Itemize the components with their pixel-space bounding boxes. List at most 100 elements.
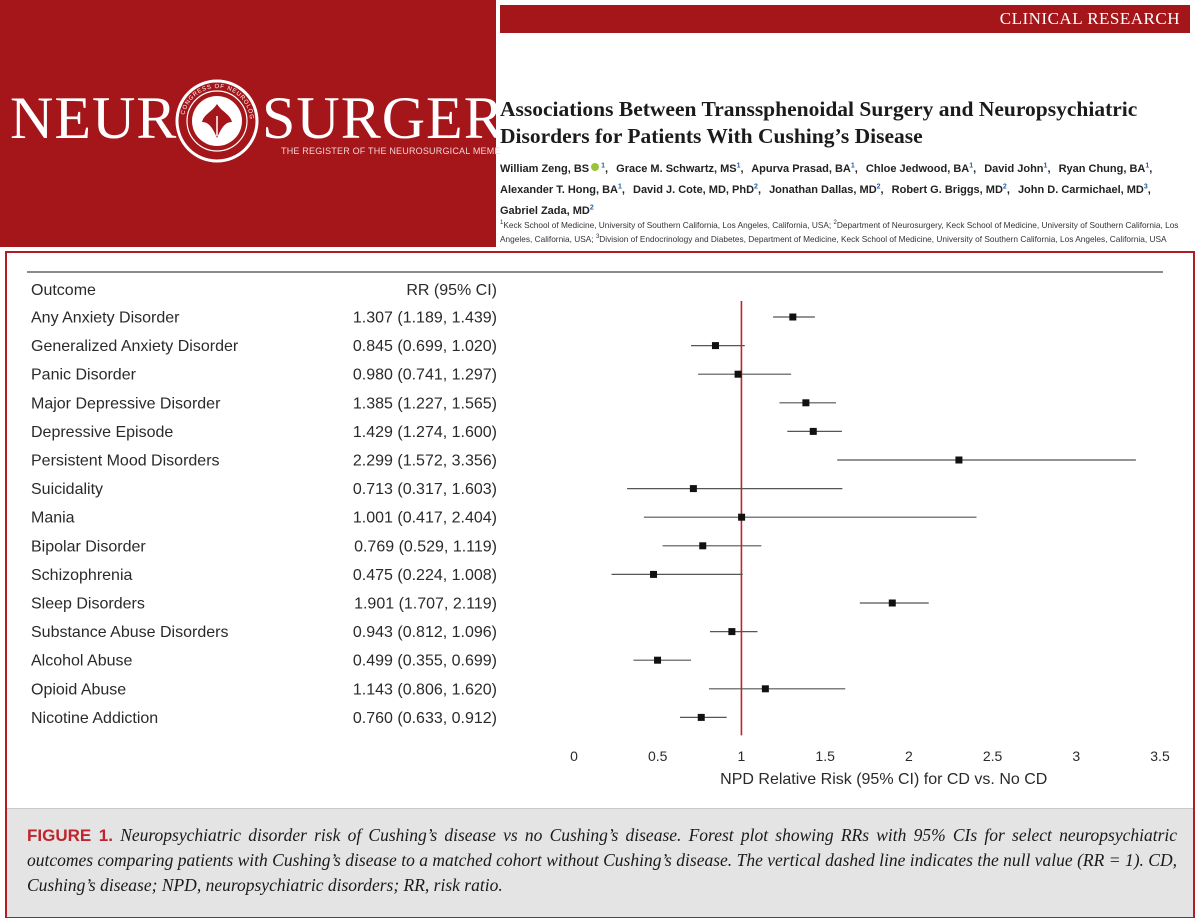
point-estimate-marker [689,485,697,493]
point-estimate-marker [955,456,963,464]
rr-value-label: 0.713 (0.317, 1.603) [353,481,497,498]
point-estimate-marker [697,713,705,721]
journal-banner: NEUR CONGRESS OF NEUROLOGICAL SURGEONS S… [0,0,545,247]
rr-value-label: 1.385 (1.227, 1.565) [353,395,497,412]
outcome-label: Panic Disorder [31,367,137,384]
outcome-label: Bipolar Disorder [31,538,146,555]
rr-value-label: 1.901 (1.707, 2.119) [354,596,497,613]
x-tick-label: 0.5 [648,748,668,764]
author-affiliation-number: 1 [617,183,622,191]
article-title: Associations Between Transsphenoidal Sur… [500,97,1138,148]
author-affiliation-number: 2 [589,204,594,212]
rr-value-label: 0.845 (0.699, 1.020) [353,338,497,355]
outcome-label: Suicidality [31,481,103,498]
author-name: Chloe Jedwood, BA1, [865,162,977,175]
author-affiliation-number: 2 [1002,183,1007,191]
x-tick-label: 2.5 [983,748,1003,764]
author-name: Apurva Prasad, BA1, [751,162,858,175]
affiliations: 1Keck School of Medicine, University of … [500,218,1190,246]
author-name: William Zeng, BS 1, [500,162,609,175]
figure-caption-box: FIGURE 1. Neuropsychiatric disorder risk… [7,808,1193,917]
author-name: Jonathan Dallas, MD2, [769,183,884,196]
point-estimate-marker [734,370,742,378]
affiliation-number: 3 [595,234,600,241]
affiliation-text: Angeles, California, USA; [500,234,594,244]
rr-value-label: 1.143 (0.806, 1.620) [353,681,497,698]
point-estimate-marker [650,570,658,578]
seal-icon: CONGRESS OF NEUROLOGICAL SURGEONS [172,76,259,163]
x-tick-label: 3 [1072,748,1080,764]
x-axis-label: NPD Relative Risk (95% CI) for CD vs. No… [720,771,1047,788]
affiliation-line: Angeles, California, USA; 3Division of E… [500,232,1190,246]
outcome-label: Alcohol Abuse [31,653,133,670]
outcome-label: Substance Abuse Disorders [31,624,228,641]
author-name: Robert G. Briggs, MD2, [891,183,1010,196]
point-estimate-marker [699,542,707,550]
rr-value-label: 0.769 (0.529, 1.119) [354,538,497,555]
outcome-label: Any Anxiety Disorder [31,310,180,327]
outcome-label: Major Depressive Disorder [31,395,221,412]
author-affiliation-number: 1 [1043,162,1048,170]
figure-frame: Outcome RR (95% CI) Any Anxiety Disorder 1.… [5,251,1195,918]
x-tick-label: 1 [738,748,746,764]
affiliation-number: 1 [500,220,504,227]
author-affiliation-number: 1 [601,162,606,170]
point-estimate-marker [761,685,769,693]
point-estimate-marker [802,399,810,407]
orcid-icon[interactable] [591,163,600,171]
x-tick-label: 3.5 [1150,748,1170,764]
author-name: John D. Carmichael, MD3, [1017,183,1151,196]
author-name: Grace M. Schwartz, MS1, [616,162,744,175]
x-tick-label: 0 [570,748,578,764]
author-affiliation-number: 3 [1143,183,1148,191]
outcome-label: Schizophrenia [31,567,133,584]
affiliation-text: Division of Endocrinology and Diabetes, … [599,234,1167,244]
figure-caption: FIGURE 1. Neuropsychiatric disorder risk… [27,823,1177,898]
author-name: Alexander T. Hong, BA1, [500,183,625,196]
outcome-label: Mania [31,510,75,527]
point-estimate-marker [711,342,719,350]
point-estimate-marker [654,656,662,664]
rr-value-label: 2.299 (1.572, 3.356) [353,453,497,470]
figure-label: FIGURE 1. [27,826,113,845]
author-affiliation-number: 1 [969,162,974,170]
author-affiliation-number: 1 [736,162,741,170]
affiliation-text: Keck School of Medicine, University of S… [503,220,832,230]
x-tick-label: 1.5 [815,748,835,764]
point-estimate-marker [809,427,817,435]
affiliation-number: 2 [833,220,837,227]
author-affiliation-number: 1 [1145,162,1150,170]
outcome-label: Generalized Anxiety Disorder [31,338,239,355]
figure-caption-text: Neuropsychiatric disorder risk of Cushin… [27,825,1178,895]
forest-plot: Outcome RR (95% CI) Any Anxiety Disorder 1.… [27,271,1170,788]
author-name: Gabriel Zada, MD2 [500,204,594,217]
outcome-label: Sleep Disorders [31,596,145,613]
section-label: CLINICAL RESEARCH [999,9,1180,28]
outcome-label: Persistent Mood Disorders [31,453,220,470]
point-estimate-marker [738,513,746,521]
author-name: David J. Cote, MD, PhD2, [633,183,761,196]
rr-value-label: 1.429 (1.274, 1.600) [353,424,497,441]
journal-logo-left: NEUR [10,85,178,151]
affiliation-text: Department of Neurosurgery, Keck School … [836,220,1179,230]
author-affiliation-number: 2 [876,183,881,191]
rr-column-header: RR (95% CI) [406,282,497,299]
rr-value-label: 1.001 (0.417, 2.404) [353,510,497,527]
rr-value-label: 0.499 (0.355, 0.699) [353,653,497,670]
point-estimate-marker [888,599,896,607]
x-tick-label: 2 [905,748,913,764]
rr-value-label: 1.307 (1.189, 1.439) [353,310,497,327]
journal-logo-right: SURGERY [262,85,546,151]
author-list: William Zeng, BS 1, Grace M. Schwartz, MS… [500,159,1190,222]
outcome-column-header: Outcome [31,282,96,299]
outcome-label: Depressive Episode [31,424,173,441]
affiliation-line: 1Keck School of Medicine, University of … [500,218,1190,232]
rr-value-label: 0.980 (0.741, 1.297) [353,367,497,384]
author-affiliation-number: 1 [850,162,855,170]
point-estimate-marker [728,628,736,636]
rr-value-label: 0.943 (0.812, 1.096) [353,624,497,641]
author-name: Ryan Chung, BA1, [1058,162,1153,175]
outcome-label: Opioid Abuse [31,681,126,698]
author-affiliation-number: 2 [754,183,758,191]
journal-tagline: THE REGISTER OF THE NEUROSURGICAL MEME [281,146,501,156]
